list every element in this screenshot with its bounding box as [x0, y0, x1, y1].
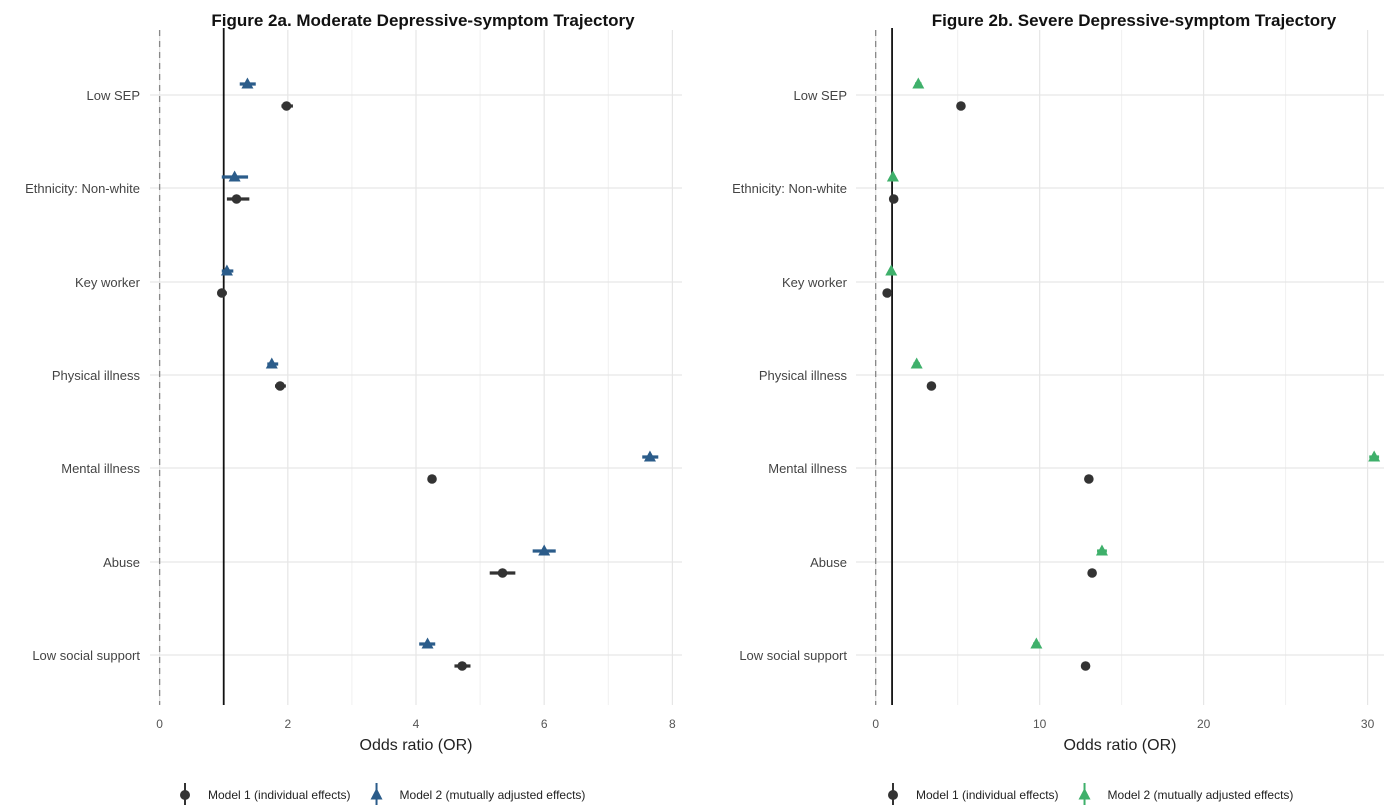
legend-key-triangle — [1078, 788, 1091, 800]
x-axis-label: Odds ratio (OR) — [360, 737, 473, 754]
x-tick-label: 30 — [1361, 717, 1375, 731]
category-label-low-sep: Low SEP — [87, 88, 140, 103]
category-label-physical-illness: Physical illness — [759, 368, 848, 383]
x-axis-label: Odds ratio (OR) — [1064, 737, 1177, 754]
x-tick-label: 20 — [1197, 717, 1211, 731]
chart-title: Figure 2a. Moderate Depressive-symptom T… — [211, 11, 635, 30]
model1-point-abuse — [497, 568, 508, 578]
model1-point-ethnicity-non-white — [888, 194, 899, 204]
model2-point-low-sep — [241, 77, 254, 89]
panel-moderate-trajectory: Figure 2a. Moderate Depressive-symptom T… — [25, 11, 682, 805]
model1-point-abuse — [1087, 568, 1097, 578]
model2-point-abuse — [538, 544, 551, 556]
model2-point-ethnicity-non-white — [886, 170, 899, 182]
category-label-low-social-support: Low social support — [32, 648, 140, 663]
model2-point-key-worker — [885, 264, 898, 276]
model2-point-abuse — [1095, 544, 1108, 556]
model1-point-low-sep — [281, 101, 292, 111]
legend-key-circle — [180, 790, 190, 800]
x-tick-label: 8 — [669, 717, 676, 731]
model1-point-physical-illness — [926, 381, 937, 391]
x-tick-label: 0 — [872, 717, 879, 731]
category-label-key-worker: Key worker — [782, 275, 848, 290]
legend-key-circle — [888, 790, 898, 800]
model1-point-mental-illness — [1084, 474, 1094, 484]
model1-point-ethnicity-non-white — [231, 194, 242, 204]
model2-point-physical-illness — [265, 357, 278, 369]
model1-point-low-social-support — [457, 661, 467, 671]
x-tick-label: 0 — [156, 717, 163, 731]
panel-severe-trajectory: Figure 2b. Severe Depressive-symptom Tra… — [732, 11, 1384, 805]
category-label-mental-illness: Mental illness — [61, 461, 140, 476]
model2-point-low-social-support — [1030, 637, 1043, 649]
x-tick-label: 10 — [1033, 717, 1047, 731]
category-label-mental-illness: Mental illness — [768, 461, 847, 476]
x-tick-label: 4 — [413, 717, 420, 731]
legend-label-model2: Model 2 (mutually adjusted effects) — [1108, 788, 1294, 802]
model2-point-mental-illness — [1368, 450, 1381, 462]
model1-point-low-social-support — [1080, 661, 1091, 671]
chart-title: Figure 2b. Severe Depressive-symptom Tra… — [932, 11, 1337, 30]
model1-point-physical-illness — [275, 381, 285, 391]
model1-point-key-worker — [882, 288, 892, 298]
model1-point-key-worker — [216, 288, 227, 298]
model2-point-ethnicity-non-white — [228, 170, 241, 182]
model2-point-low-social-support — [421, 637, 434, 649]
category-label-ethnicity-non-white: Ethnicity: Non-white — [732, 181, 847, 196]
category-label-key-worker: Key worker — [75, 275, 141, 290]
legend-label-model1: Model 1 (individual effects) — [208, 788, 351, 802]
x-tick-label: 2 — [284, 717, 291, 731]
category-label-low-sep: Low SEP — [794, 88, 847, 103]
category-label-physical-illness: Physical illness — [52, 368, 141, 383]
category-label-abuse: Abuse — [810, 555, 847, 570]
legend-label-model2: Model 2 (mutually adjusted effects) — [400, 788, 586, 802]
category-label-abuse: Abuse — [103, 555, 140, 570]
model2-point-mental-illness — [643, 450, 656, 462]
model2-point-key-worker — [220, 264, 233, 276]
category-label-low-social-support: Low social support — [739, 648, 847, 663]
category-label-ethnicity-non-white: Ethnicity: Non-white — [25, 181, 140, 196]
legend-key-triangle — [370, 788, 383, 800]
model2-point-physical-illness — [910, 357, 923, 369]
model1-point-low-sep — [956, 101, 966, 111]
x-tick-label: 6 — [541, 717, 548, 731]
legend-label-model1: Model 1 (individual effects) — [916, 788, 1059, 802]
model1-point-mental-illness — [427, 474, 437, 484]
model2-point-low-sep — [912, 77, 925, 89]
